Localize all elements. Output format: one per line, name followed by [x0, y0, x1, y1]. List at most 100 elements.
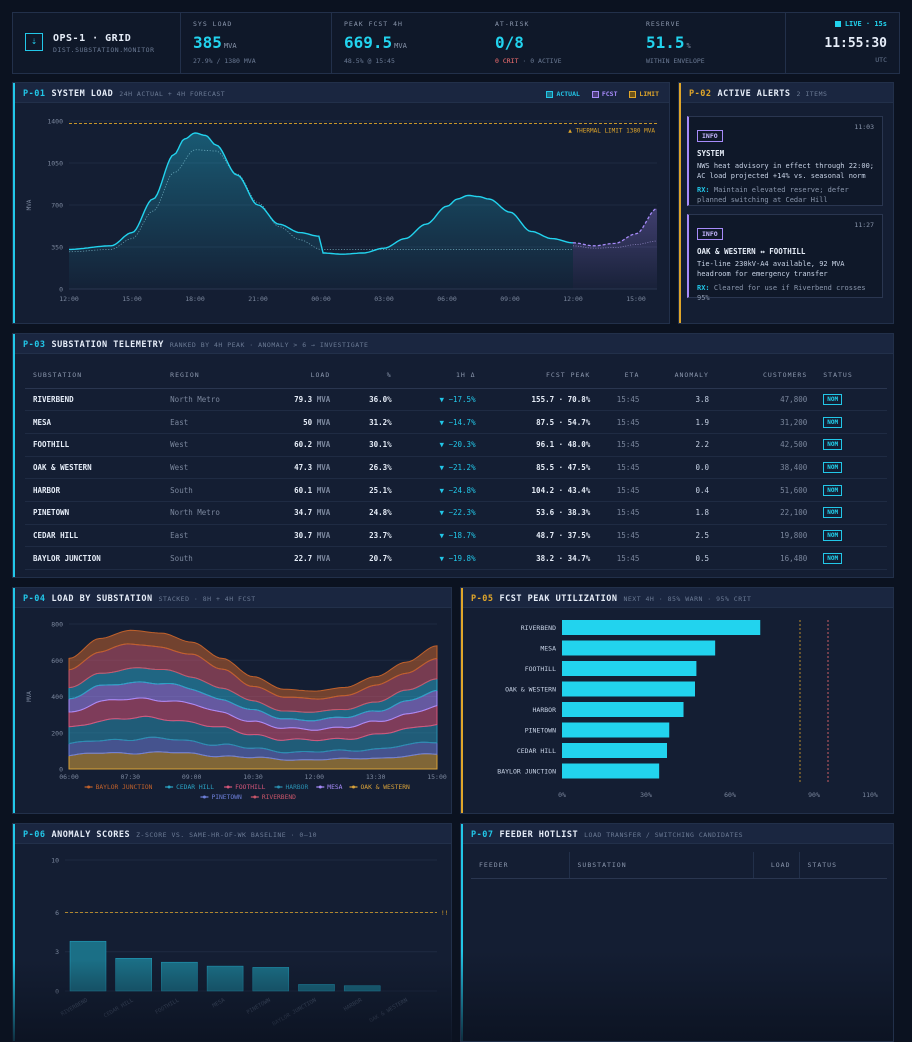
col-status[interactable]: STATUS	[798, 852, 887, 879]
col-customers[interactable]: CUSTOMERS	[716, 362, 816, 389]
panel-subtitle: NEXT 4H · 85% WARN · 95% CRIT	[623, 595, 752, 603]
legend-dot-icon	[253, 795, 257, 799]
alert-heading: SYSTEM	[697, 149, 725, 158]
legend-actual[interactable]: ACTUAL	[546, 90, 580, 98]
x-tick-label: 13:30	[366, 773, 386, 781]
table-row[interactable]: HARBOR South 60.1 MVA 25.1% ▼ −24.8% 104.2 · …	[25, 478, 887, 502]
bar-mesa	[562, 640, 716, 656]
y-tick-label: 700	[51, 202, 63, 210]
cell-region: West	[162, 433, 257, 457]
x-tick-label: MESA	[212, 997, 227, 1009]
col-pct[interactable]: %	[338, 362, 400, 389]
cell-pct: 36.0%	[338, 388, 400, 412]
col-fcst-peak[interactable]: FCST PEAK	[483, 362, 599, 389]
cell-anomaly: 0.4	[647, 478, 717, 502]
kpi-number: 385	[193, 33, 222, 52]
cell-substation: HARBOR	[25, 478, 163, 502]
panel-load-by-substation: P-04 LOAD BY SUBSTATION STACKED · 8H + 4H …	[12, 587, 452, 814]
cell-substation: OAK & WESTERN	[25, 456, 163, 480]
load-value: 50	[303, 417, 313, 427]
bar-label: OAK & WESTERN	[505, 686, 556, 694]
alert-body: NWS heat advisory in effect through 22:0…	[697, 162, 875, 180]
load-unit: MVA	[316, 462, 331, 472]
table-row[interactable]: PINETOWN North Metro 34.7 MVA 24.8% ▼ −22.3%…	[25, 501, 887, 525]
panel-subtitle: Z-SCORE VS. SAME-HR-OF-WK BASELINE · 0–1…	[136, 831, 318, 839]
col-substation[interactable]: SUBSTATION	[25, 362, 163, 389]
legend-dot-icon	[87, 785, 91, 789]
x-tick-label: 06:00	[437, 295, 457, 303]
legend-limit[interactable]: LIMIT	[629, 90, 659, 98]
cell-eta: 15:45	[598, 410, 648, 434]
cell-substation: FOOTHILL	[25, 433, 163, 457]
legend-fcst[interactable]: FCST	[591, 90, 618, 98]
panel-title: P-06 ANOMALY SCORES Z-SCORE VS. SAME-HR-OF…	[23, 830, 317, 840]
panel-title-text: SUBSTATION TELEMETRY	[51, 340, 164, 350]
cell-status: NOM	[815, 388, 887, 412]
panel-accent	[679, 83, 681, 323]
kpi-value: 669.5 MVA	[344, 33, 407, 52]
table-row[interactable]: BAYLOR JUNCTION South 22.7 MVA 20.7% ▼ −19.8…	[25, 546, 887, 570]
table-header-row: FEEDER SUBSTATION LOAD STATUS	[471, 852, 887, 879]
alert-card[interactable]: INFO 11:03 SYSTEM NWS heat advisory in e…	[687, 116, 883, 206]
bar-cedar-hill	[115, 958, 152, 992]
bar-harbor	[343, 985, 381, 992]
col-load[interactable]: LOAD	[256, 362, 339, 389]
y-tick-label: 3	[55, 948, 59, 956]
cell-substation: PINETOWN	[25, 501, 163, 525]
y-tick-label: 1050	[47, 160, 63, 168]
bar-label: MESA	[540, 645, 556, 653]
col-delta[interactable]: 1H Δ	[399, 362, 484, 389]
panel-title-text: ACTIVE ALERTS	[717, 89, 791, 99]
cell-status: NOM	[815, 433, 887, 457]
kpi-at-risk: AT-RISK 0/8 0 CRIT · 0 ACTIVE	[483, 13, 634, 73]
panel-accent	[13, 824, 15, 1041]
table-row[interactable]: OAK & WESTERN West 47.3 MVA 26.3% ▼ −21.2% 85…	[25, 456, 887, 480]
legend-dot-icon	[202, 795, 206, 799]
y-tick-label: 1400	[47, 118, 63, 126]
y-tick-label: 0	[59, 766, 63, 774]
col-feeder[interactable]: FEEDER	[471, 852, 570, 879]
cell-load: 22.7 MVA	[256, 546, 339, 570]
x-tick-label: 09:00	[500, 295, 520, 303]
cell-load: 30.7 MVA	[256, 524, 339, 548]
bar-cedar-hill	[562, 743, 667, 758]
alert-card[interactable]: INFO 11:27 OAK & WESTERN ↔ FOOTHILL Tie-…	[687, 214, 883, 302]
bar-baylor-junction	[298, 984, 335, 992]
kpi-value: 51.5%	[646, 33, 691, 52]
cell-load: 79.3 MVA	[256, 388, 339, 412]
alert-time: 11:27	[854, 221, 874, 229]
kpi-number: 0/8	[495, 33, 524, 52]
col-eta[interactable]: ETA	[598, 362, 648, 389]
kpi-unit: MVA	[223, 42, 237, 50]
cell-load: 60.2 MVA	[256, 433, 339, 457]
col-substation[interactable]: SUBSTATION	[569, 852, 753, 879]
bar-label: HARBOR	[533, 706, 557, 714]
kpi-label: AT-RISK	[495, 20, 530, 28]
bar-oak-western	[562, 681, 695, 697]
col-load[interactable]: LOAD	[752, 852, 799, 879]
cell-status: NOM	[815, 478, 887, 502]
alert-recommendation: RX: Cleared for use if Riverbend crosses…	[697, 283, 874, 303]
panel-title: P-05 FCST PEAK UTILIZATION NEXT 4H · 85% W…	[471, 594, 751, 604]
col-status[interactable]: STATUS	[815, 362, 887, 389]
cell-eta: 15:45	[598, 524, 648, 548]
stacked-load-chart: 0 200 400 600 800 06:00 07:30 09:00 10:30 12:00 13…	[26, 621, 447, 802]
table-row[interactable]: RIVERBEND North Metro 79.3 MVA 36.0% ▼ −17.5…	[25, 388, 887, 412]
load-value: 22.7	[294, 553, 313, 563]
cell-region: South	[162, 546, 257, 570]
baseline-line	[69, 149, 573, 253]
table-row[interactable]: FOOTHILL West 60.2 MVA 30.1% ▼ −20.3% 96.1 · …	[25, 433, 887, 457]
load-unit: MVA	[316, 417, 331, 427]
table-row[interactable]: CEDAR HILL East 30.7 MVA 23.7% ▼ −18.7% 48.7 …	[25, 524, 887, 548]
cell-customers: 38,400	[716, 456, 816, 480]
bar-pinetown	[252, 967, 290, 992]
cell-region: East	[162, 524, 257, 548]
panel-title: P-04 LOAD BY SUBSTATION STACKED · 8H + 4H …	[23, 594, 256, 604]
table-row[interactable]: MESA East 50 MVA 31.2% ▼ −14.7% 87.5 · 54.7% 1…	[25, 410, 887, 434]
panel-subtitle: 2 ITEMS	[796, 90, 828, 98]
col-anomaly[interactable]: ANOMALY	[647, 362, 717, 389]
table-header-row: SUBSTATION REGION LOAD % 1H Δ FCST PEAK …	[25, 362, 887, 389]
actual-area	[69, 133, 573, 289]
col-region[interactable]: REGION	[162, 362, 257, 389]
live-indicator[interactable]: LIVE · 15s	[834, 20, 887, 28]
